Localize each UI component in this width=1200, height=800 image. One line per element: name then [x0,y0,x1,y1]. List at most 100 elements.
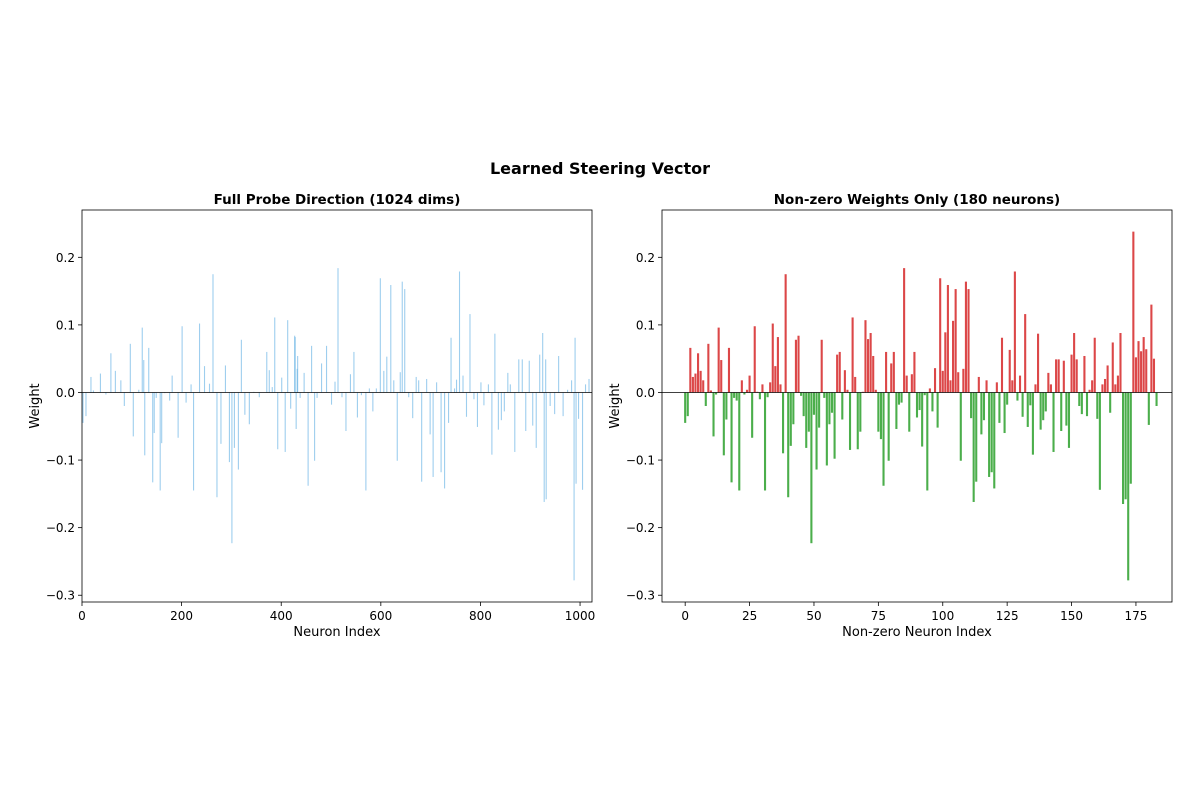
nonzero-weights-bar [707,343,710,393]
full-probe-bar [82,392,84,423]
nonzero-weights-bar [751,392,754,438]
full-probe-bar [539,354,541,393]
full-probe-bar [268,370,270,393]
full-probe-bar [216,392,218,498]
nonzero-weights-bar [1101,384,1104,393]
nonzero-weights-ytick-label: 0.1 [636,318,655,332]
nonzero-weights-bar [782,392,785,454]
nonzero-weights-bar [1075,359,1078,393]
nonzero-weights-bar [1106,365,1109,393]
nonzero-weights-bar [915,392,919,418]
nonzero-weights-bar [882,392,885,486]
nonzero-weights-bar [1140,351,1143,393]
nonzero-weights-bar [856,392,859,450]
nonzero-weights-title: Non-zero Weights Only (180 neurons) [774,192,1060,208]
nonzero-weights-bar [851,317,854,393]
full-probe-bar [487,384,489,393]
full-probe-bar [198,323,201,393]
full-probe-bar [321,363,323,393]
nonzero-weights-xlabel: Non-zero Neuron Index [842,625,992,640]
nonzero-weights-bar [874,389,877,393]
full-probe-bar [436,382,438,393]
nonzero-weights-bar [761,384,764,393]
nonzero-weights-bar [779,384,782,393]
nonzero-weights-ytick-label: 0.2 [636,251,655,265]
nonzero-weights-bar [933,368,937,393]
nonzero-weights-bar [887,392,890,461]
nonzero-weights-bar [740,380,743,393]
nonzero-weights-bar [1016,392,1019,401]
nonzero-weights-bar [1134,357,1137,393]
nonzero-weights-bar [735,392,738,401]
nonzero-weights-bar [970,392,973,419]
nonzero-weights-bar [964,281,967,393]
full-probe-bar [401,281,403,393]
nonzero-weights-bar [957,372,960,393]
nonzero-weights-bar [1150,304,1153,393]
nonzero-weights-xtick-label: 100 [931,609,954,623]
nonzero-weights-bar [946,285,949,393]
nonzero-weights-bar [1006,392,1009,405]
nonzero-weights-bar [699,370,702,393]
nonzero-weights-bar [833,392,836,459]
nonzero-weights-bar [1152,358,1156,393]
nonzero-weights-bar [1111,342,1114,393]
full-probe-bar [356,392,358,418]
full-probe-bar [574,337,576,393]
nonzero-weights-bar [717,327,720,393]
full-probe-bar [228,392,230,463]
full-probe-bar [177,392,179,438]
nonzero-weights-bar [720,360,723,393]
nonzero-weights-bar [1029,392,1032,406]
full-probe-bar [311,345,313,393]
nonzero-weights-bar [982,392,986,421]
nonzero-weights-bar [1024,314,1027,393]
nonzero-weights-bar [787,392,790,498]
nonzero-weights-bar [859,392,862,432]
full-probe-bar [429,392,431,435]
full-probe-bar [545,359,547,393]
full-probe-bar [90,376,92,393]
nonzero-weights-bar [709,390,712,393]
nonzero-weights-bar [771,323,774,393]
nonzero-weights-bar [794,339,797,393]
nonzero-weights-bar [830,392,834,413]
nonzero-weights-bar [686,392,689,417]
full-probe-overlay-bar [295,392,297,429]
nonzero-weights-bar [1044,392,1047,412]
nonzero-weights-bar [990,392,993,473]
nonzero-weights-axes: Non-zero Weights Only (180 neurons) 0 25 5… [608,192,1173,640]
full-probe-bar [507,372,509,393]
nonzero-weights-bar [823,392,826,398]
nonzero-weights-bar [815,392,818,470]
full-probe-overlay-bar [153,392,155,434]
nonzero-weights-bar [1067,392,1071,448]
nonzero-weights-bar [867,339,870,393]
full-probe-bar [148,347,150,393]
full-probe-bar [271,387,273,393]
nonzero-weights-bar [900,392,903,403]
nonzero-weights-bar [903,268,906,393]
nonzero-weights-bar [1052,392,1055,452]
full-probe-bar [303,372,305,393]
nonzero-weights-bar [941,370,944,393]
full-probe-ytick-label: 0.0 [56,386,75,400]
nonzero-weights-bar [843,370,846,393]
full-probe-bar [418,380,420,393]
full-probe-bar [528,360,530,393]
nonzero-weights-bar [1124,392,1127,500]
full-probe-bar [408,392,410,398]
full-probe-bar [432,392,434,477]
nonzero-weights-bar [792,392,795,425]
full-probe-bar [368,388,370,393]
nonzero-weights-bar [802,392,805,417]
nonzero-weights-ticks: 0 25 50 75 100 125 150 175 −0.3 −0.2 −0.1 0.0 0.1 0.2 [626,209,1173,623]
full-probe-bar [152,392,154,483]
nonzero-weights-bar [1091,380,1094,393]
full-probe-bar [365,392,367,491]
full-probe-bar [386,356,388,393]
full-probe-bar [558,355,560,393]
full-probe-overlay-bar [545,392,547,500]
nonzero-weights-bar [1147,392,1150,425]
